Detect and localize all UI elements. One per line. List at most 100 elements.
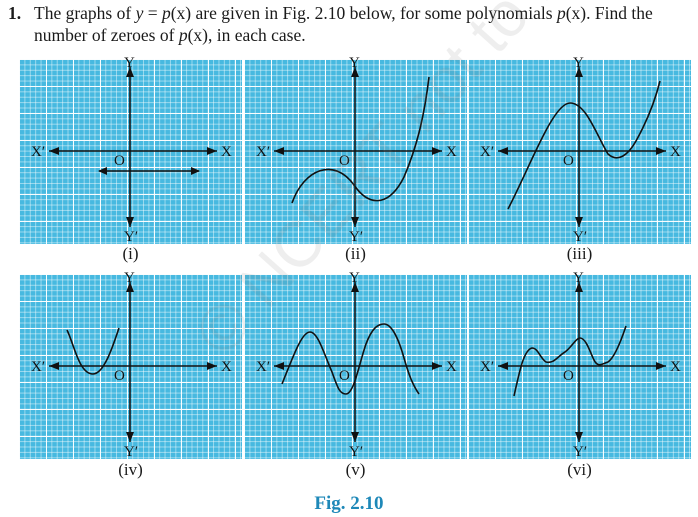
- curve-ii: [291, 76, 430, 204]
- axes: X′ X Y Y′ O: [256, 55, 457, 245]
- x-axis-label-positive: X: [670, 359, 681, 375]
- y-axis-label-negative: Y′: [124, 229, 138, 245]
- axes: X′ X Y Y′ O: [480, 270, 681, 460]
- x-axis-arrow-left: [274, 362, 284, 370]
- figure-label: Fig. 2.10: [314, 493, 384, 514]
- x-axis-arrow-right: [656, 147, 666, 155]
- axes: X′ X Y Y′ O: [256, 270, 457, 460]
- curve-vi: [513, 325, 627, 397]
- graph-svg-ii: X′ X Y Y′ O: [256, 55, 457, 245]
- axes: X′ X Y Y′ O: [31, 270, 232, 460]
- axes: X′ X Y Y′ O: [31, 55, 232, 245]
- question-1: 1. The graphs of y = p(x) are given in F…: [8, 2, 692, 46]
- arrowhead-left: [98, 167, 107, 175]
- x-axis-label-positive: X: [221, 144, 232, 160]
- y-axis-label-negative: Y′: [573, 444, 587, 460]
- question-text-part: . Find the number of zeroes of: [34, 3, 653, 45]
- y-axis-label-negative: Y′: [349, 444, 363, 460]
- math-equals: =: [143, 3, 162, 23]
- x-axis-arrow-left: [498, 362, 508, 370]
- origin-label: O: [114, 368, 125, 384]
- axes: X′ X Y Y′ O: [480, 55, 681, 245]
- curve-v: [281, 323, 420, 395]
- math-p: p: [178, 25, 188, 45]
- y-axis-arrow-up: [575, 282, 583, 292]
- y-axis-label-negative: Y′: [124, 444, 138, 460]
- y-axis-arrow-down: [351, 217, 359, 227]
- y-axis-label-positive: Y: [573, 55, 584, 71]
- graph-svg-i: X′ X Y Y′ O: [31, 55, 232, 245]
- graph-svg-iv: X′ X Y Y′ O: [31, 270, 232, 460]
- graph-panel-v: X′ X Y Y′ O: [244, 270, 467, 460]
- graph-svg-vi: X′ X Y Y′ O: [480, 270, 681, 460]
- math-p: p: [556, 3, 566, 23]
- y-axis-arrow-down: [126, 432, 134, 442]
- math-x: (x): [565, 3, 587, 23]
- origin-label: O: [339, 368, 350, 384]
- y-axis-label-negative: Y′: [573, 229, 587, 245]
- y-axis-arrow-down: [351, 432, 359, 442]
- y-axis-arrow-up: [575, 67, 583, 77]
- origin-label: O: [114, 153, 125, 169]
- y-axis-arrow-up: [126, 282, 134, 292]
- x-axis-arrow-left: [498, 147, 508, 155]
- question-text-part: , in each case.: [207, 25, 306, 45]
- y-axis-label-positive: Y: [349, 55, 360, 71]
- y-axis-arrow-up: [351, 67, 359, 77]
- x-axis-arrow-right: [432, 362, 442, 370]
- caption-vi: (vi): [567, 460, 592, 479]
- caption-iii: (iii): [566, 244, 593, 263]
- x-axis-label-negative: X′: [31, 144, 45, 160]
- graph-panel-vi: X′ X Y Y′ O: [468, 270, 691, 460]
- y-axis-label-negative: Y′: [349, 229, 363, 245]
- y-axis-label-positive: Y: [573, 270, 584, 286]
- y-axis-label-positive: Y: [124, 55, 135, 71]
- x-axis-label-positive: X: [446, 359, 457, 375]
- x-axis-label-positive: X: [221, 359, 232, 375]
- question-text: The graphs of y = p(x) are given in Fig.…: [34, 2, 692, 46]
- graph-svg-v: X′ X Y Y′ O: [256, 270, 457, 460]
- y-axis-arrow-down: [126, 217, 134, 227]
- x-axis-arrow-right: [656, 362, 666, 370]
- y-axis-arrow-down: [575, 432, 583, 442]
- x-axis-arrow-right: [432, 147, 442, 155]
- caption-iv: (iv): [118, 460, 143, 479]
- origin-label: O: [339, 153, 350, 169]
- x-axis-label-negative: X′: [31, 359, 45, 375]
- graph-panel-iii: X′ X Y Y′ O: [468, 55, 691, 245]
- y-axis-label-positive: Y: [124, 270, 135, 286]
- x-axis-arrow-left: [49, 362, 59, 370]
- curve-iii: [507, 80, 661, 210]
- caption-ii: (ii): [345, 244, 366, 263]
- question-text-part: are given in Fig. 2.10 below, for some p…: [191, 3, 557, 23]
- x-axis-label-positive: X: [446, 144, 457, 160]
- x-axis-label-negative: X′: [256, 144, 270, 160]
- x-axis-label-negative: X′: [256, 359, 270, 375]
- y-axis-arrow-up: [126, 67, 134, 77]
- graph-svg-iii: X′ X Y Y′ O: [480, 55, 681, 245]
- origin-label: O: [563, 368, 574, 384]
- curve-iv: [66, 327, 120, 375]
- arrowhead-right: [191, 167, 200, 175]
- math-p: p: [161, 3, 171, 23]
- x-axis-arrow-right: [207, 362, 217, 370]
- x-axis-label-negative: X′: [480, 144, 494, 160]
- caption-v: (v): [345, 460, 366, 479]
- x-axis-label-positive: X: [670, 144, 681, 160]
- caption-i: (i): [122, 244, 139, 263]
- y-axis-arrow-up: [351, 282, 359, 292]
- x-axis-arrow-left: [49, 147, 59, 155]
- x-axis-arrow-right: [207, 147, 217, 155]
- question-text-part: The graphs of: [34, 3, 136, 23]
- question-number: 1.: [8, 3, 22, 23]
- graph-panel-ii: X′ X Y Y′ O: [244, 55, 467, 245]
- graph-panel-i: X′ X Y Y′ O: [19, 55, 242, 245]
- x-axis-arrow-left: [274, 147, 284, 155]
- math-x: (x): [170, 3, 192, 23]
- math-y: y: [135, 3, 144, 23]
- graph-panel-iv: X′ X Y Y′ O: [19, 270, 242, 460]
- y-axis-arrow-down: [575, 217, 583, 227]
- math-x: (x): [187, 25, 208, 45]
- origin-label: O: [563, 153, 574, 169]
- x-axis-label-negative: X′: [480, 359, 494, 375]
